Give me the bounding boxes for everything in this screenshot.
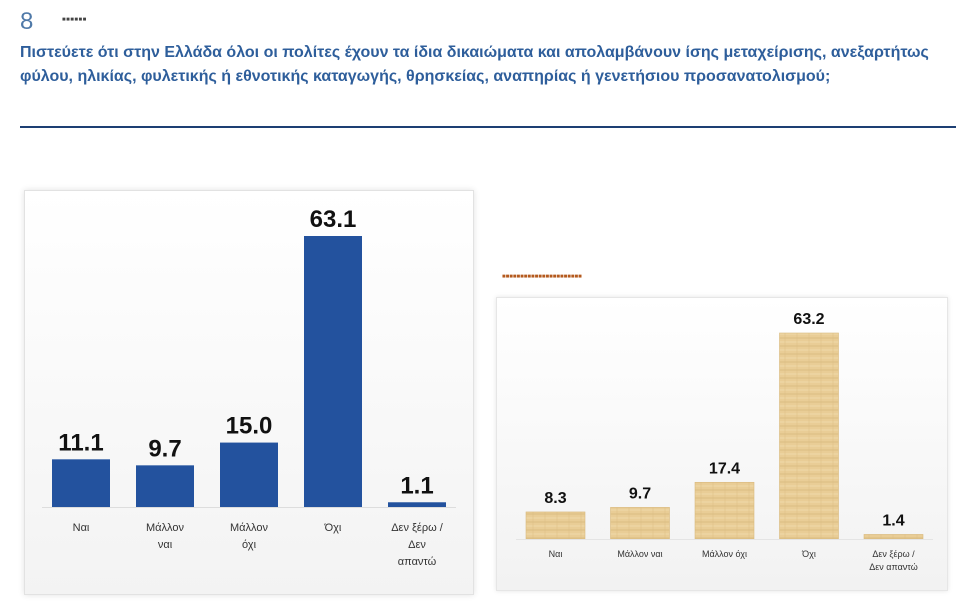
right-value-label-0: 8.3 [544, 490, 566, 507]
left-bar-4 [388, 502, 446, 507]
right-value-label-3: 63.2 [793, 311, 824, 328]
left-category-label-1-1: ναι [158, 539, 173, 551]
right-category-label-1-0: Μάλλον ναι [617, 549, 662, 559]
left-category-label-4-1: Δεν [408, 539, 426, 551]
left-category-label-3-0: Όχι [324, 522, 342, 534]
right-category-label-0-0: Ναι [549, 549, 563, 559]
left-bar-3 [304, 236, 362, 507]
left-bar-1 [136, 465, 194, 507]
right-bar-3 [779, 332, 839, 540]
left-category-label-2-1: όχι [242, 539, 257, 551]
right-category-label-4-1: Δεν απαντώ [869, 562, 917, 572]
chart-panel-all-respondents [24, 190, 474, 595]
right-value-label-1: 9.7 [629, 485, 651, 502]
left-value-label-2: 15.0 [226, 413, 273, 440]
slide-number: 8 [20, 8, 34, 35]
subgroup-chart-title: ■■■■■■■■■■■■■■■■■■■■■■ [502, 274, 582, 280]
right-value-label-4: 1.4 [882, 512, 904, 529]
title-rule [20, 126, 956, 128]
right-category-label-4-0: Δεν ξέρω / [872, 549, 915, 559]
right-category-label-3-0: Όχι [801, 549, 816, 559]
left-category-label-4-0: Δεν ξέρω / [391, 522, 444, 534]
left-bar-0 [52, 459, 110, 507]
left-category-label-0-0: Ναι [73, 522, 90, 534]
right-bar-4 [863, 534, 924, 540]
left-bar-2 [220, 442, 278, 507]
right-category-label-2-0: Μάλλον όχι [702, 549, 747, 559]
left-value-label-3: 63.1 [310, 206, 357, 233]
survey-question: Πιστεύετε ότι στην Ελλάδα όλοι οι πολίτε… [20, 44, 929, 85]
left-category-label-2-0: Μάλλον [230, 522, 268, 534]
right-bar-1 [610, 507, 670, 540]
left-category-label-1-0: Μάλλον [146, 522, 184, 534]
left-value-label-0: 11.1 [58, 429, 103, 456]
right-bar-0 [525, 511, 586, 540]
left-value-label-1: 9.7 [148, 435, 181, 462]
left-value-label-4: 1.1 [400, 472, 433, 499]
right-bar-2 [694, 481, 755, 540]
chart-panel-subgroup [496, 297, 948, 591]
left-category-label-4-2: απαντώ [398, 556, 437, 568]
right-value-label-2: 17.4 [709, 460, 740, 477]
source-tag: ■■■■■■ [62, 17, 87, 23]
